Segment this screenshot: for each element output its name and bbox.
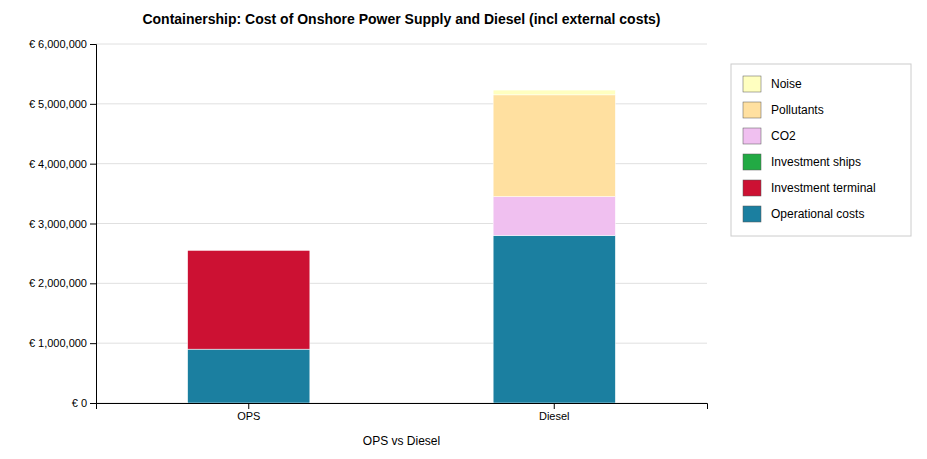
tick-label: Diesel — [539, 410, 570, 422]
series — [188, 235, 616, 403]
tick-label: € 4,000,000 — [29, 158, 87, 170]
bar — [188, 250, 310, 251]
tick-mark — [90, 224, 96, 225]
tick-label: OPS — [237, 410, 260, 422]
plot: € 0 € 1,000,000 € 2,000,000 € 3,000,000 € 4,… — [29, 38, 708, 422]
legend-label: Noise — [771, 77, 802, 91]
tick: € 0 — [72, 397, 96, 409]
tick-mark — [90, 403, 96, 404]
bar — [188, 250, 310, 251]
legend-frame — [731, 64, 911, 236]
tick-mark — [90, 283, 96, 284]
tick: Diesel — [539, 403, 570, 422]
legend-swatch — [743, 76, 761, 92]
tick-label: € 5,000,000 — [29, 98, 87, 110]
bar — [188, 250, 310, 349]
tick-mark — [248, 403, 249, 409]
legend-swatch — [743, 180, 761, 196]
legend-swatch — [743, 128, 761, 144]
tick: € 3,000,000 — [29, 218, 96, 230]
tick-mark — [90, 44, 96, 45]
y-axis: € 0 € 1,000,000 € 2,000,000 € 3,000,000 € 4,… — [29, 38, 97, 409]
axis-line — [90, 45, 97, 404]
legend-swatch — [743, 154, 761, 170]
x-axis: OPS Diesel — [97, 403, 708, 422]
legend-label: Investment ships — [771, 155, 861, 169]
series — [493, 90, 615, 95]
legend-label: CO2 — [771, 129, 796, 143]
x-label: OPS vs Diesel — [363, 434, 440, 448]
tick-mark — [90, 164, 96, 165]
tick-mark — [554, 403, 555, 409]
axis-line — [97, 404, 708, 410]
tick: € 1,000,000 — [29, 337, 96, 349]
bar — [493, 90, 615, 95]
tick: € 4,000,000 — [29, 158, 96, 170]
grid — [96, 44, 707, 403]
legend-swatch — [743, 102, 761, 118]
legend-label: Operational costs — [771, 207, 864, 221]
grid-line — [96, 44, 707, 45]
title: Containership: Cost of Onshore Power Sup… — [142, 11, 660, 27]
chart: € 0 € 1,000,000 € 2,000,000 € 3,000,000 € 4,… — [0, 0, 927, 459]
legend-item: Investment terminal — [743, 180, 876, 196]
bars — [188, 90, 616, 403]
series — [493, 197, 615, 236]
bar — [188, 349, 310, 403]
tick-label: € 6,000,000 — [29, 38, 87, 50]
tick: € 2,000,000 — [29, 277, 96, 289]
legend-item: Pollutants — [743, 102, 824, 118]
legend-item: Operational costs — [743, 206, 864, 222]
tick-label: € 2,000,000 — [29, 277, 87, 289]
legend-label: Pollutants — [771, 103, 824, 117]
tick-mark — [90, 104, 96, 105]
tick-mark — [90, 343, 96, 344]
legend-item: Investment ships — [743, 154, 861, 170]
bar — [188, 250, 310, 251]
legend-label: Investment terminal — [771, 181, 876, 195]
bar — [493, 197, 615, 236]
legend-item: Noise — [743, 76, 802, 92]
bar — [188, 250, 310, 251]
tick-label: € 0 — [72, 397, 87, 409]
bar — [493, 235, 615, 403]
legend-swatch — [743, 206, 761, 222]
tick: € 5,000,000 — [29, 98, 96, 110]
tick: OPS — [237, 403, 260, 422]
tick: € 6,000,000 — [29, 38, 96, 50]
legend: Noise Pollutants CO2 Investment ships Invest… — [731, 64, 911, 236]
series — [188, 250, 310, 349]
tick-label: € 3,000,000 — [29, 218, 87, 230]
bar — [493, 95, 615, 197]
tick-label: € 1,000,000 — [29, 337, 87, 349]
series — [493, 95, 615, 197]
legend-item: CO2 — [743, 128, 796, 144]
